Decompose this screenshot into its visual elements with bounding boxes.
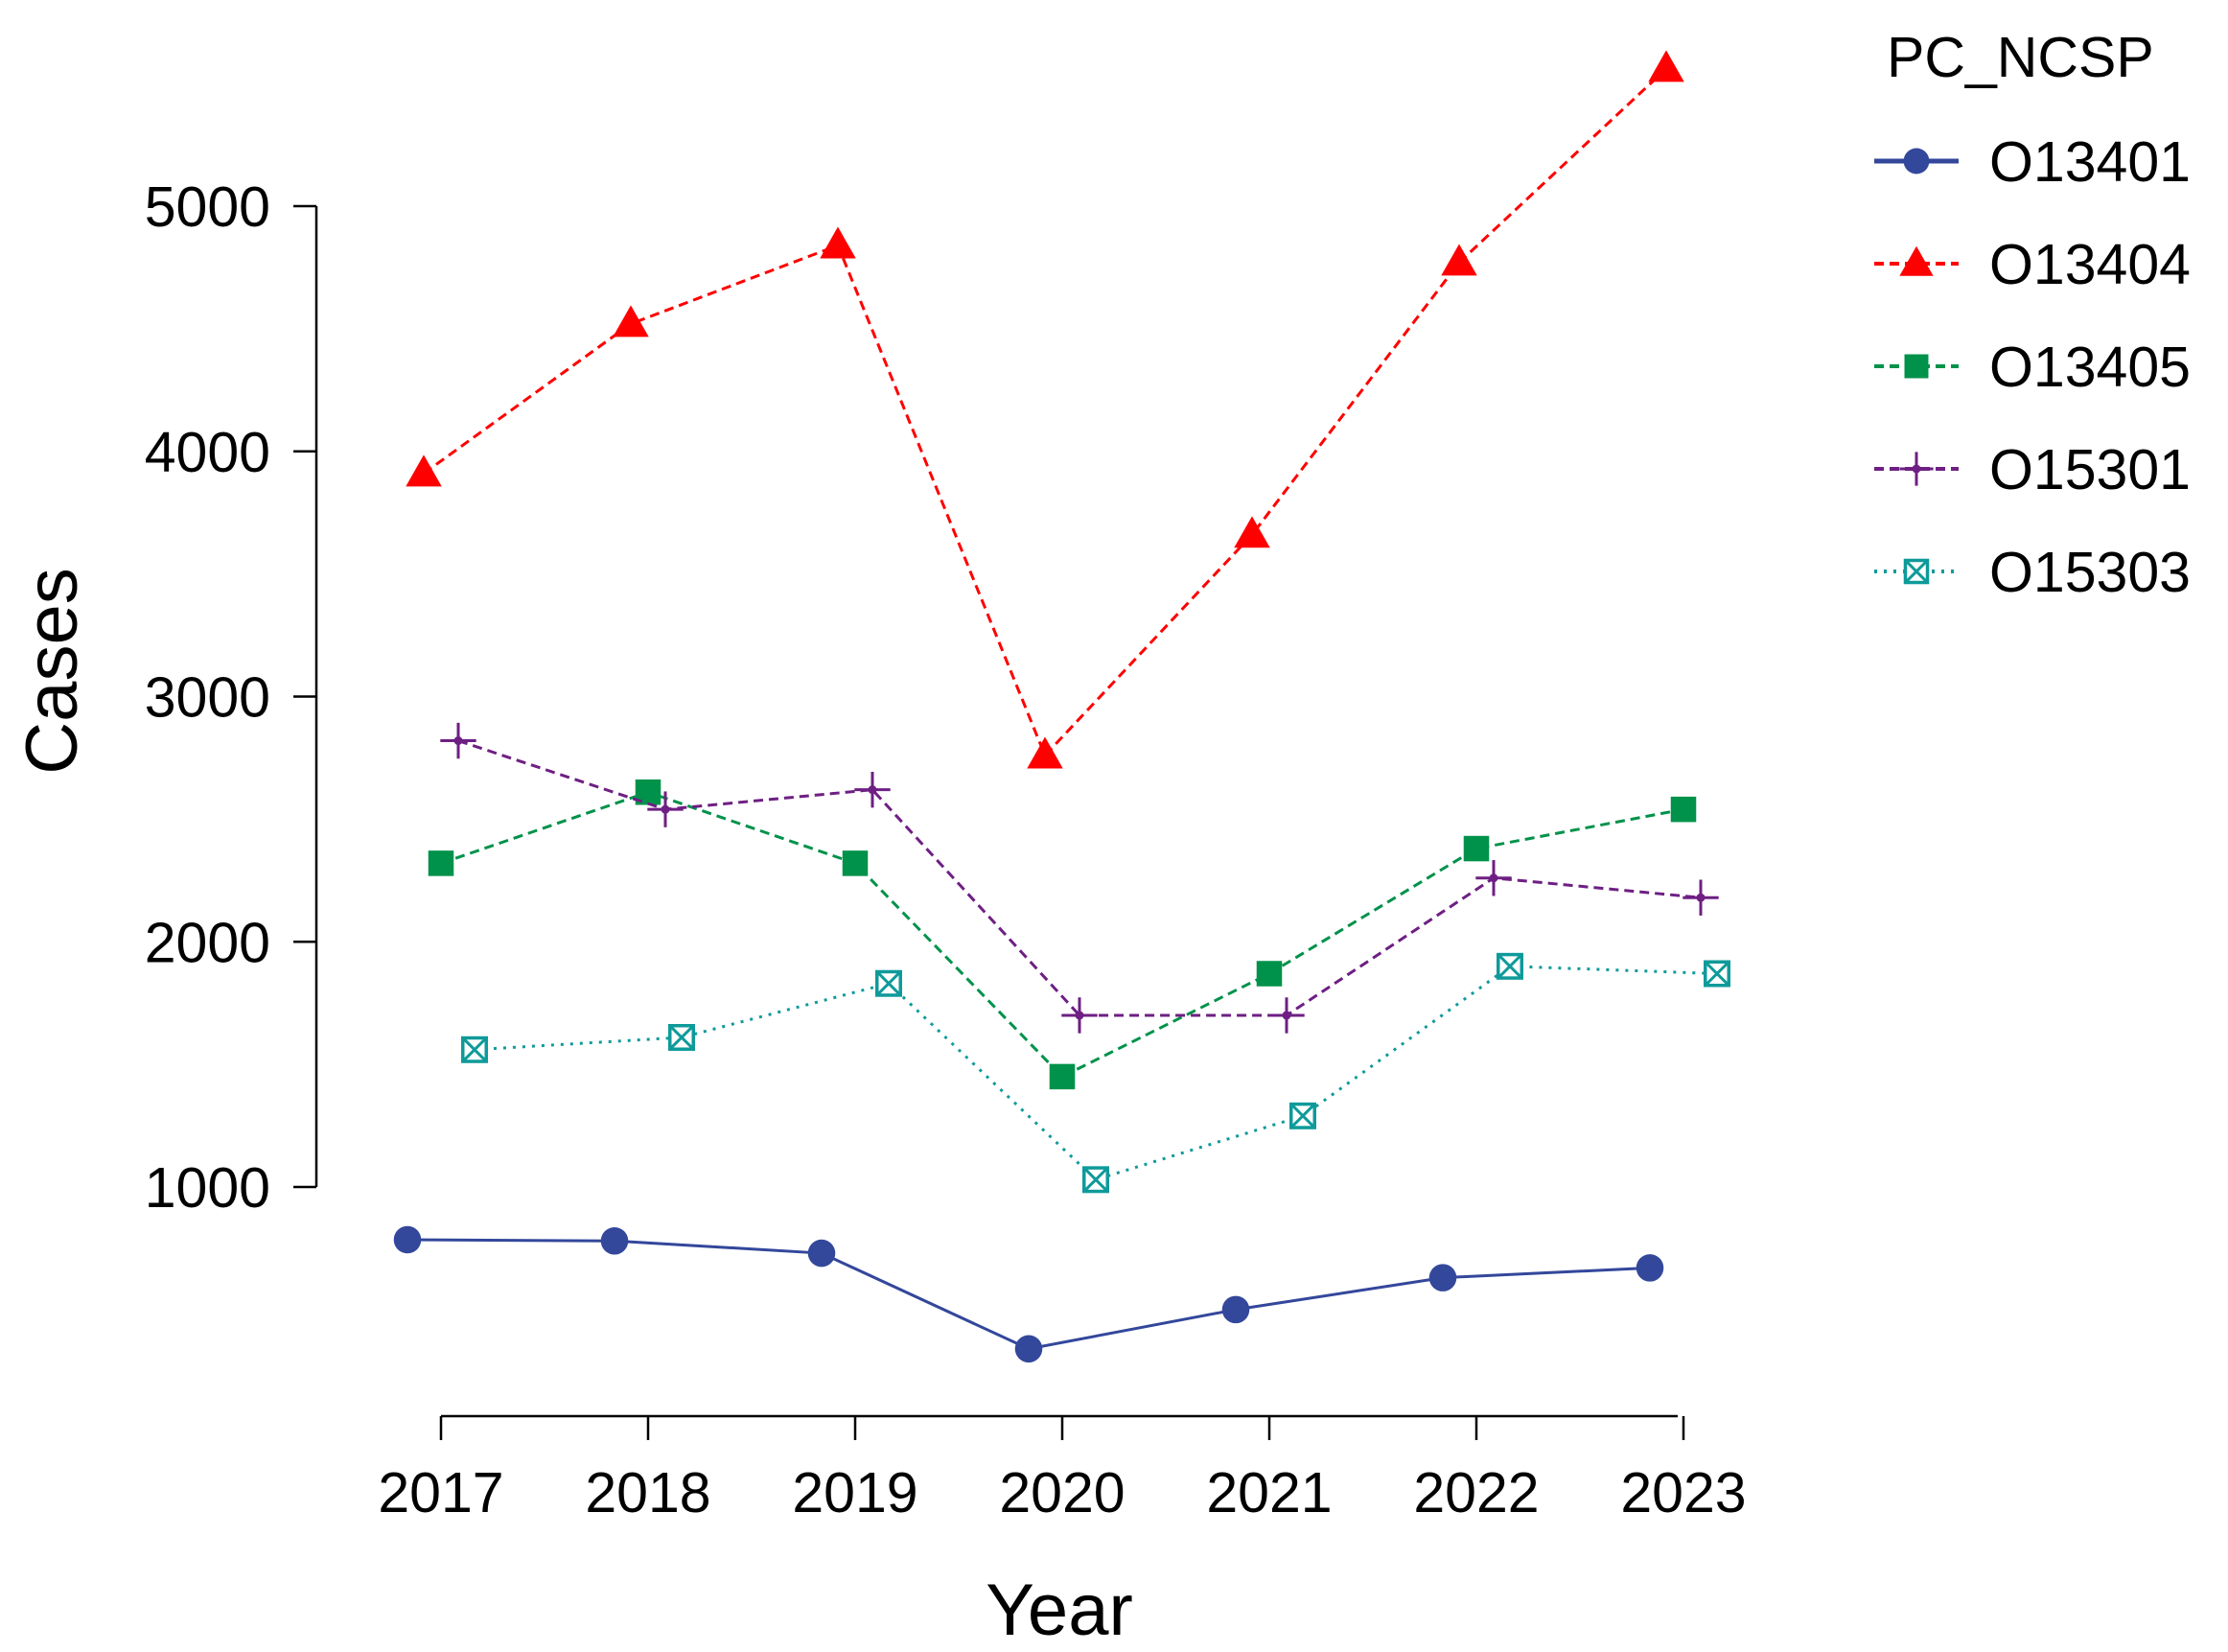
x-tick-label: 2022 [1413,1461,1539,1524]
series-line [423,67,1668,758]
point-marker [406,454,442,487]
legend-label: O15301 [1989,438,2191,501]
point-marker [1648,50,1684,82]
series-line [474,965,1718,1182]
point-marker [1903,148,1930,175]
point-marker [1428,1264,1457,1291]
point-marker [647,791,684,827]
point-marker [1221,1295,1250,1324]
legend: PC_NCSP O13401 O13404 O13405 O15301 O15303 [1874,26,2191,604]
series-O15303 [461,952,1730,1194]
point-marker [1497,952,1523,980]
y-tick-label: 5000 [145,175,270,239]
y-tick-label: 2000 [145,911,270,974]
point-marker [1683,879,1719,916]
series-O13405 [428,779,1697,1090]
y-tick-label: 1000 [145,1156,270,1220]
point-marker [1268,997,1305,1034]
point-marker [875,969,902,997]
point-marker [1704,960,1730,988]
y-axis-title: Cases [12,568,93,774]
point-marker [1904,354,1929,379]
x-tick-label: 2020 [999,1461,1125,1524]
point-marker [440,722,476,759]
legend-item-O15303: O15303 [1874,541,2191,604]
point-marker [1234,516,1270,548]
point-marker [807,1239,836,1268]
x-tick-label: 2023 [1620,1461,1746,1524]
x-tick-label: 2021 [1206,1461,1332,1524]
legend-item-O13405: O13405 [1874,336,2191,399]
point-marker [668,1024,695,1051]
x-tick-label: 2017 [378,1461,503,1524]
x-tick-label: 2019 [792,1461,917,1524]
series-layer [393,50,1730,1363]
series-line [440,790,1684,1079]
point-marker [1899,245,1934,276]
point-marker [1441,244,1477,276]
point-marker [1289,1102,1316,1129]
series-line [406,1238,1651,1351]
y-tick-label: 3000 [145,666,270,730]
x-tick-label: 2018 [585,1461,710,1524]
point-marker [1027,736,1063,769]
legend-label: O13401 [1989,130,2191,194]
x-ticks: 2017 2018 2019 2020 2021 2022 2023 [378,1416,1747,1524]
point-marker [1899,452,1934,486]
y-ticks: 1000 2000 3000 4000 5000 [145,175,316,1220]
x-axis-title: Year [986,1570,1133,1651]
point-marker [393,1225,422,1254]
y-tick-label: 4000 [145,421,270,484]
point-marker [842,850,869,876]
legend-label: O13405 [1989,336,2191,399]
point-marker [1463,835,1490,862]
legend-item-O15301: O15301 [1874,438,2191,501]
legend-label: O13404 [1989,233,2191,296]
legend-item-O13401: O13401 [1874,130,2191,194]
legend-item-O13404: O13404 [1874,233,2191,296]
point-marker [613,305,649,337]
point-marker [1014,1335,1043,1363]
point-marker [1903,558,1930,585]
legend-title: PC_NCSP [1887,26,2154,89]
legend-label: O15303 [1989,541,2191,604]
point-marker [461,1035,488,1063]
point-marker [854,771,891,808]
point-marker [1256,961,1283,987]
point-marker [820,226,856,259]
point-marker [1670,796,1697,823]
point-marker [1082,1166,1109,1194]
point-marker [1475,860,1512,896]
series-O13401 [393,1225,1664,1363]
point-marker [1636,1254,1664,1282]
series-O15301 [440,722,1719,1034]
point-marker [600,1226,629,1255]
point-marker [1049,1063,1076,1090]
point-marker [428,850,454,876]
axes [314,206,1678,1418]
point-marker [1061,997,1098,1034]
series-O13404 [406,50,1684,769]
